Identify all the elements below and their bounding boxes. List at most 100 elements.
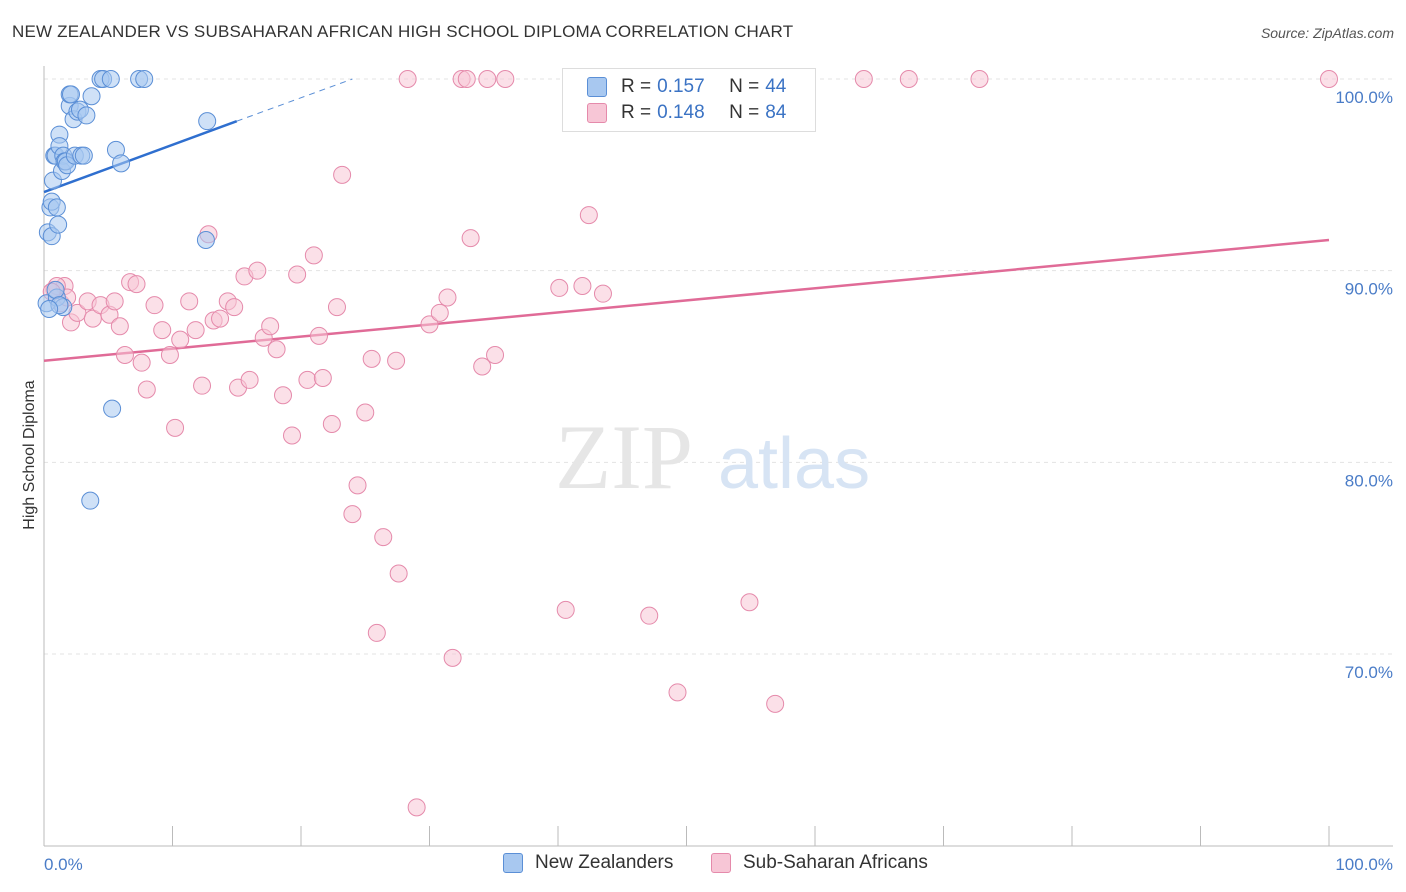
- data-point-sub-saharan-africans: [457, 70, 476, 88]
- data-point-sub-saharan-africans: [362, 349, 381, 368]
- data-point-new-zealanders: [101, 70, 120, 88]
- data-point-sub-saharan-africans: [304, 246, 323, 265]
- data-point-sub-saharan-africans: [248, 261, 267, 280]
- data-point-sub-saharan-africans: [398, 70, 417, 88]
- y-tick-label: 100.0%: [1335, 88, 1393, 107]
- watermark-zip: ZIP: [555, 406, 693, 508]
- legend-item-sub-saharan-africans[interactable]: Sub-Saharan Africans: [711, 852, 928, 874]
- x-tick-label: 0.0%: [44, 855, 83, 874]
- data-point-sub-saharan-africans: [145, 296, 164, 315]
- data-point-sub-saharan-africans: [1320, 70, 1338, 88]
- trend-line-new-zealanders: [43, 119, 238, 194]
- data-point-sub-saharan-africans: [160, 346, 179, 364]
- grid-layer: [44, 78, 1393, 655]
- data-point-sub-saharan-africans: [899, 70, 918, 88]
- data-point-sub-saharan-africans: [186, 321, 205, 340]
- data-point-sub-saharan-africans: [283, 426, 302, 445]
- data-point-sub-saharan-africans: [261, 317, 280, 336]
- data-point-sub-saharan-africans: [593, 284, 612, 303]
- data-point-new-zealanders: [82, 87, 101, 106]
- legend-r-value: 0.148: [657, 102, 705, 123]
- data-point-sub-saharan-africans: [461, 229, 480, 248]
- y-axis-title: High School Diploma: [21, 380, 38, 530]
- legend-swatch-pink: [711, 853, 731, 873]
- legend-n-value: 84: [765, 102, 787, 123]
- data-point-new-zealanders: [77, 106, 96, 125]
- data-point-sub-saharan-africans: [387, 351, 406, 370]
- x-tick-label: 100.0%: [1335, 855, 1393, 874]
- data-point-sub-saharan-africans: [115, 346, 134, 364]
- data-point-sub-saharan-africans: [389, 564, 408, 583]
- data-point-sub-saharan-africans: [443, 648, 462, 667]
- data-point-sub-saharan-africans: [83, 309, 102, 328]
- watermark-atlas: atlas: [718, 424, 870, 504]
- data-point-new-zealanders: [49, 215, 68, 234]
- data-point-new-zealanders: [61, 85, 80, 104]
- data-point-new-zealanders: [46, 280, 65, 299]
- data-point-sub-saharan-africans: [333, 165, 352, 184]
- data-point-sub-saharan-africans: [211, 309, 230, 328]
- legend-label: New Zealanders: [535, 852, 674, 873]
- data-point-sub-saharan-africans: [166, 418, 185, 437]
- data-point-sub-saharan-africans: [668, 683, 687, 702]
- trend-extension-new-zealanders: [236, 78, 353, 122]
- data-point-new-zealanders: [40, 300, 59, 318]
- legend-n-label: N =: [729, 102, 760, 123]
- data-point-sub-saharan-africans: [640, 606, 659, 625]
- legend-row-new-zealanders: R = 0.157 N = 44: [587, 73, 805, 101]
- watermark: ZIP atlas: [555, 406, 870, 508]
- data-point-new-zealanders: [135, 70, 154, 88]
- chart-title: NEW ZEALANDER VS SUBSAHARAN AFRICAN HIGH…: [12, 22, 794, 41]
- data-point-sub-saharan-africans: [110, 317, 129, 336]
- data-point-sub-saharan-africans: [348, 476, 367, 495]
- data-point-sub-saharan-africans: [225, 298, 244, 317]
- data-point-sub-saharan-africans: [367, 623, 386, 642]
- y-tick-label: 80.0%: [1345, 471, 1393, 490]
- data-point-sub-saharan-africans: [420, 315, 439, 334]
- legend-swatch-blue: [587, 77, 607, 97]
- data-point-sub-saharan-africans: [496, 70, 515, 88]
- data-point-sub-saharan-africans: [343, 505, 362, 524]
- data-point-sub-saharan-africans: [486, 346, 505, 364]
- correlation-legend: R = 0.157 N = 44 R = 0.148 N = 84: [562, 68, 816, 132]
- data-point-sub-saharan-africans: [327, 298, 346, 317]
- data-point-sub-saharan-africans: [193, 376, 212, 395]
- data-point-sub-saharan-africans: [298, 370, 317, 389]
- data-point-sub-saharan-africans: [132, 353, 151, 372]
- label-layer: High School Diploma 100.0% 90.0% 80.0% 70.0…: [21, 88, 1393, 874]
- legend-item-new-zealanders[interactable]: New Zealanders: [503, 852, 673, 874]
- data-point-sub-saharan-africans: [322, 415, 341, 433]
- legend-n-label: N =: [729, 76, 760, 97]
- legend-r-value: 0.157: [657, 76, 705, 97]
- data-point-sub-saharan-africans: [430, 303, 449, 322]
- data-point-sub-saharan-africans: [407, 798, 426, 817]
- data-point-new-zealanders: [74, 146, 93, 165]
- data-point-new-zealanders: [81, 491, 100, 510]
- legend-n-value: 44: [765, 76, 787, 97]
- series-legend: New Zealanders Sub-Saharan Africans: [0, 852, 1406, 878]
- legend-label: Sub-Saharan Africans: [743, 852, 928, 873]
- y-tick-label: 90.0%: [1345, 280, 1393, 299]
- data-point-sub-saharan-africans: [240, 370, 259, 389]
- y-tick-label: 70.0%: [1345, 663, 1393, 682]
- data-point-sub-saharan-africans: [970, 70, 989, 88]
- series-new-zealanders: [37, 70, 217, 510]
- data-point-sub-saharan-africans: [556, 600, 575, 619]
- data-point-sub-saharan-africans: [766, 694, 785, 713]
- data-point-new-zealanders: [112, 154, 131, 173]
- data-point-sub-saharan-africans: [374, 528, 393, 547]
- data-point-sub-saharan-africans: [854, 70, 873, 88]
- data-point-sub-saharan-africans: [105, 292, 124, 311]
- data-point-sub-saharan-africans: [579, 206, 598, 225]
- data-point-sub-saharan-africans: [573, 277, 592, 295]
- data-point-sub-saharan-africans: [267, 340, 286, 359]
- chart-source: Source: ZipAtlas.com: [1260, 25, 1394, 41]
- data-point-new-zealanders: [47, 198, 66, 217]
- data-point-sub-saharan-africans: [313, 369, 332, 387]
- legend-r-label: R =: [621, 76, 652, 97]
- legend-swatch-pink: [587, 103, 607, 123]
- data-point-sub-saharan-africans: [153, 321, 172, 340]
- data-point-new-zealanders: [103, 399, 122, 418]
- legend-r-label: R =: [621, 102, 652, 123]
